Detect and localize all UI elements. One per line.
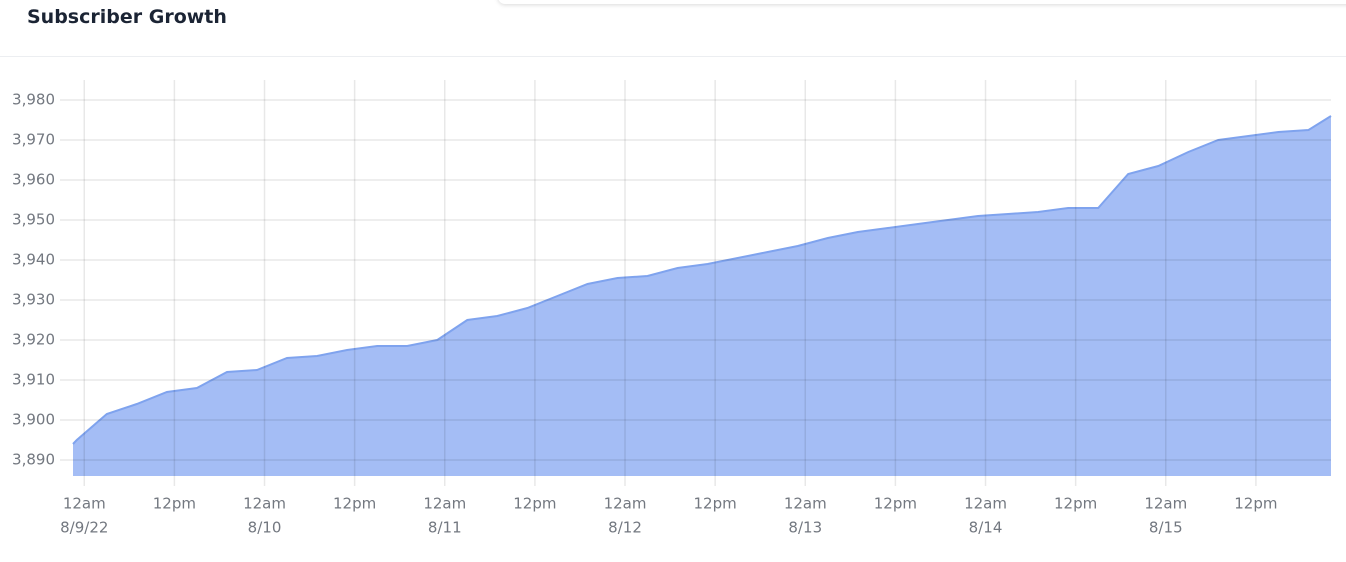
y-tick-label: 3,930 (12, 291, 55, 309)
x-tick-label: 12am (784, 495, 827, 513)
area (73, 116, 1331, 476)
y-tick-label: 3,900 (12, 411, 55, 429)
x-tick-label: 12am (604, 495, 647, 513)
y-tick-label: 3,920 (12, 331, 55, 349)
x-tick-label: 12am (243, 495, 286, 513)
x-tick-label: 12pm (874, 495, 917, 513)
x-tick-label: 12pm (153, 495, 196, 513)
x-tick-date: 8/9/22 (60, 519, 108, 537)
y-tick-label: 3,970 (12, 131, 55, 149)
separator (0, 56, 1346, 57)
x-tick-date: 8/14 (969, 519, 1003, 537)
x-tick-date: 8/13 (788, 519, 822, 537)
y-tick-label: 3,940 (12, 251, 55, 269)
chart-title: Subscriber Growth (27, 6, 227, 28)
x-tick-date: 8/10 (248, 519, 282, 537)
x-tick-label: 12am (423, 495, 466, 513)
y-tick-label: 3,890 (12, 451, 55, 469)
x-tick-label: 12pm (694, 495, 737, 513)
x-tick-date: 8/12 (608, 519, 642, 537)
y-tick-label: 3,960 (12, 171, 55, 189)
x-tick-label: 12pm (513, 495, 556, 513)
x-tick-label: 12am (1144, 495, 1187, 513)
x-tick-label: 12am (63, 495, 106, 513)
x-tick-label: 12pm (333, 495, 376, 513)
x-tick-label: 12pm (1234, 495, 1277, 513)
x-tick-label: 12pm (1054, 495, 1097, 513)
x-tick-date: 8/15 (1149, 519, 1183, 537)
y-tick-label: 3,950 (12, 211, 55, 229)
x-tick-label: 12am (964, 495, 1007, 513)
y-tick-label: 3,910 (12, 371, 55, 389)
overlay-card (498, 0, 1346, 4)
x-tick-date: 8/11 (428, 519, 462, 537)
y-tick-label: 3,980 (12, 91, 55, 109)
area-line (72, 115, 1332, 445)
